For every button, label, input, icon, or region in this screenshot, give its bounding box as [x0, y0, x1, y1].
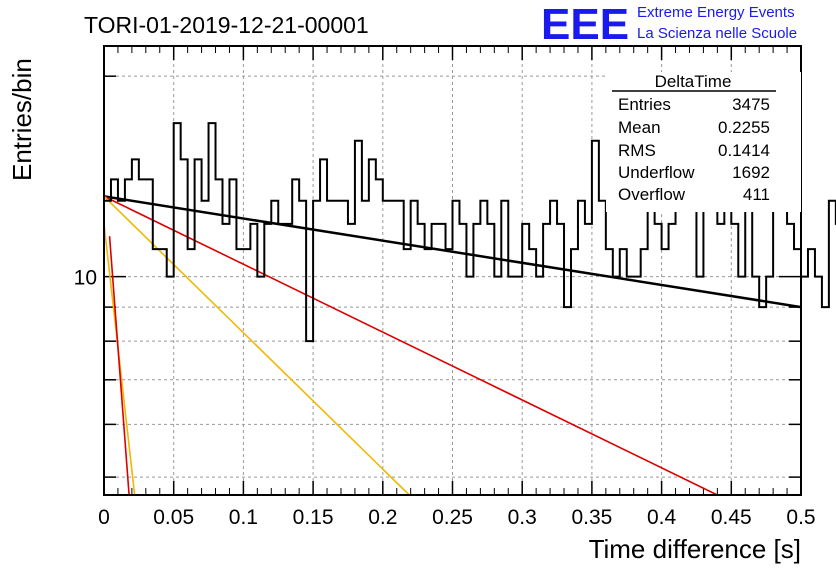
x-tick-label: 0: [98, 506, 110, 529]
y-tick-labels: 10: [74, 267, 97, 290]
fit-lines: [103, 195, 802, 496]
stats-value-entries: 3475: [732, 95, 770, 114]
fit-line: [103, 195, 410, 496]
histogram-series: [104, 122, 836, 343]
stats-label-rms: RMS: [618, 141, 656, 160]
eee-logo-mark: EEE: [541, 0, 629, 49]
stats-value-underflow: 1692: [732, 163, 770, 182]
x-tick-label: 0.2: [368, 506, 397, 529]
x-tick-label: 0.5: [786, 506, 815, 529]
plot-frame: [103, 45, 802, 496]
stats-label-entries: Entries: [618, 95, 671, 114]
x-tick-label: 0.1: [229, 506, 258, 529]
fit-line: [108, 236, 130, 496]
y-axis-title: Entries/bin: [7, 58, 37, 181]
stats-label-underflow: Underflow: [618, 163, 695, 182]
stats-value-overflow: 411: [743, 185, 770, 204]
logo-line-2: La Scienza nelle Scuole: [637, 25, 797, 42]
stats-label-mean: Mean: [618, 118, 661, 137]
logo-line-1: Extreme Energy Events: [637, 4, 795, 21]
stats-value-mean: 0.2255: [718, 118, 770, 137]
stats-label-overflow: Overflow: [618, 185, 686, 204]
stats-box-title: DeltaTime: [655, 72, 732, 91]
eee-logo: EEE Extreme Energy Events La Scienza nel…: [541, 0, 797, 49]
fit-line: [103, 195, 802, 309]
x-tick-label: 0.35: [571, 506, 612, 529]
x-tick-label: 0.45: [711, 506, 752, 529]
y-tick-label: 10: [74, 267, 97, 290]
x-tick-label: 0.3: [508, 506, 537, 529]
chart-title: TORI-01-2019-12-21-00001: [84, 12, 369, 38]
x-tick-label: 0.15: [293, 506, 334, 529]
x-axis-title: Time difference [s]: [589, 534, 801, 564]
stats-box-background: [606, 72, 801, 212]
x-tick-label: 0.25: [432, 506, 473, 529]
x-tick-labels: 0 0.05 0.1 0.15 0.2 0.25 0.3 0.35 0.4 0.45 0.5: [98, 506, 815, 529]
x-tick-label: 0.05: [153, 506, 194, 529]
x-tick-label: 0.4: [647, 506, 677, 529]
stats-box: DeltaTime Entries 3475 Mean 0.2255 RMS 0…: [606, 72, 801, 212]
stats-value-rms: 0.1414: [718, 141, 770, 160]
fit-line: [103, 195, 718, 496]
